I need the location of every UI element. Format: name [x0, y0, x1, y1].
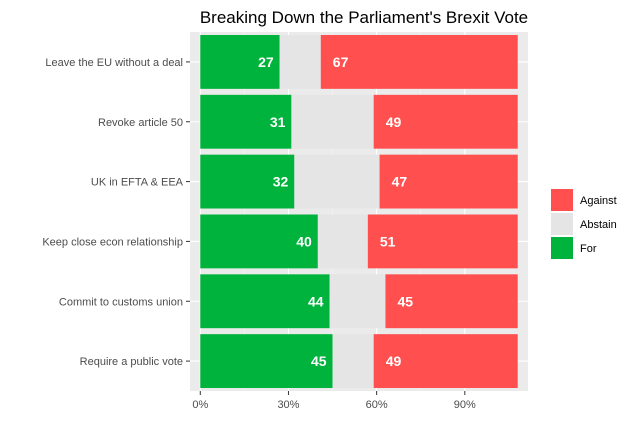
data-label-for: 44 [308, 293, 324, 309]
legend-label-for: For [580, 243, 597, 255]
data-label-for: 27 [258, 54, 274, 70]
bar-for [200, 154, 295, 209]
x-tick-label: 90% [454, 399, 476, 411]
bar-abstain [291, 94, 374, 149]
data-label-against: 47 [392, 174, 408, 190]
bar-abstain [332, 334, 374, 389]
x-tick-label: 30% [277, 399, 299, 411]
legend-label-against: Against [580, 195, 617, 207]
chart-title: Breaking Down the Parliament's Brexit Vo… [200, 8, 528, 27]
bar-for [200, 34, 280, 89]
bar-against [320, 34, 518, 89]
legend-key-against [551, 189, 573, 211]
bar-for [200, 214, 318, 269]
data-label-for: 32 [273, 174, 289, 190]
bar-against [373, 334, 518, 389]
data-labels: 27 67 31 49 32 47 40 51 44 45 45 49 [258, 54, 413, 369]
data-label-against: 51 [380, 233, 396, 249]
y-tick-label: Commit to customs union [59, 296, 183, 308]
data-label-against: 67 [333, 54, 349, 70]
data-label-for: 31 [270, 114, 286, 130]
bar-abstain [317, 214, 368, 269]
bars [200, 34, 518, 389]
y-tick-label: Keep close econ relationship [42, 236, 183, 248]
x-tick-label: 60% [366, 399, 388, 411]
bar-abstain [294, 154, 380, 209]
data-label-against: 49 [386, 353, 402, 369]
bar-against [373, 94, 518, 149]
bar-against [367, 214, 518, 269]
y-tick-label: UK in EFTA & EEA [91, 177, 184, 189]
bar-for [200, 334, 333, 389]
y-axis: Leave the EU without a deal Revoke articl… [42, 57, 190, 368]
data-label-against: 45 [397, 293, 413, 309]
y-tick-label: Require a public vote [80, 356, 183, 368]
y-tick-label: Revoke article 50 [98, 117, 183, 129]
data-label-for: 45 [311, 353, 327, 369]
data-label-against: 49 [386, 114, 402, 130]
bar-abstain [279, 34, 321, 89]
x-axis: 0% 30% 60% 90% [192, 391, 476, 411]
legend-label-abstain: Abstain [580, 219, 617, 231]
bar-for [200, 94, 292, 149]
y-tick-label: Leave the EU without a deal [45, 57, 183, 69]
bar-against [385, 274, 518, 329]
x-tick-label: 0% [192, 399, 208, 411]
bar-against [379, 154, 518, 209]
legend-key-for [551, 237, 573, 259]
legend-key-abstain [551, 213, 573, 235]
plot-panel [190, 32, 528, 391]
bar-for [200, 274, 330, 329]
legend: Against Abstain For [551, 189, 617, 259]
bar-abstain [329, 274, 386, 329]
data-label-for: 40 [296, 233, 312, 249]
